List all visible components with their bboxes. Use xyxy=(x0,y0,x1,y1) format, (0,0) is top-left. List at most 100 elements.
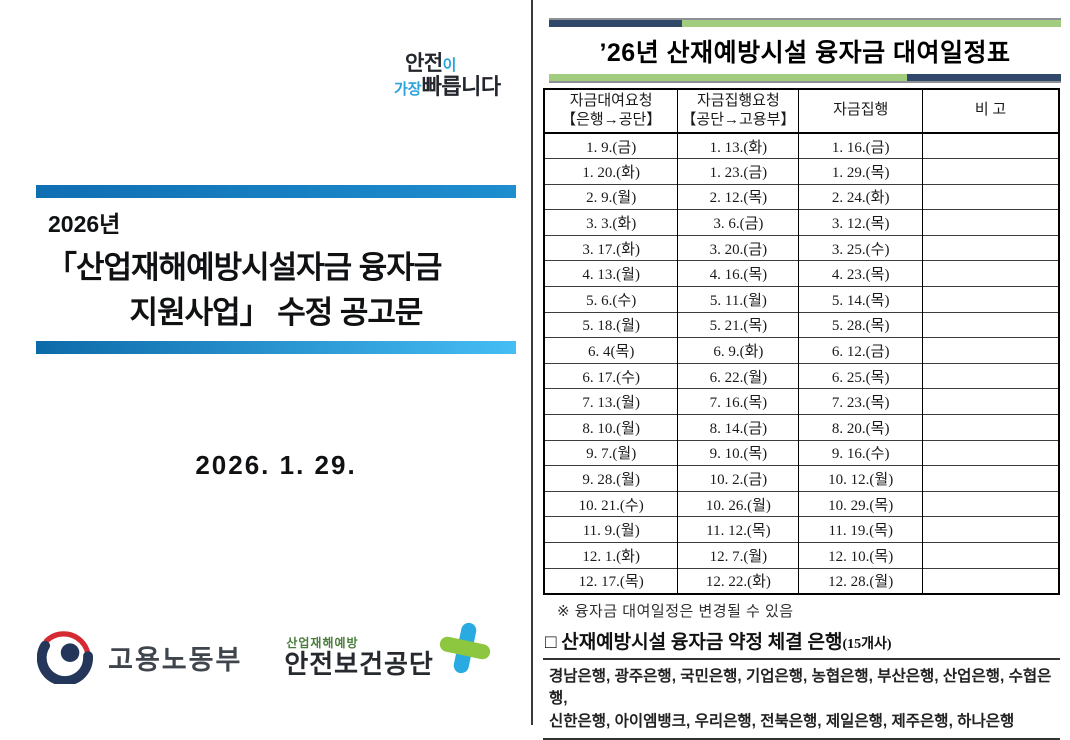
slogan-line-1: 안전이 xyxy=(394,52,501,75)
table-cell xyxy=(922,388,1059,415)
table-cell: 8. 20.(목) xyxy=(798,414,923,441)
table-cell xyxy=(922,542,1059,569)
table-cell: 9. 28.(월) xyxy=(544,465,678,492)
slogan-particle: 이 xyxy=(442,57,457,74)
table-row: 10. 21.(수) 10. 26.(월) 10. 29.(목) xyxy=(544,490,1059,517)
table-cell xyxy=(922,260,1059,287)
slogan-word-most: 가장 xyxy=(394,81,422,99)
table-cell: 10. 2.(금) xyxy=(677,465,799,492)
slogan-word-safety: 안전 xyxy=(405,52,443,75)
table-cell: 5. 11.(월) xyxy=(677,286,799,313)
slogan-word-fastest: 빠릅니다 xyxy=(421,74,501,100)
header-text: 자금집행 xyxy=(833,102,889,119)
notice-title-block: 2026년 「산업재해예방시설자금 융자금 지원사업」 수정 공고문 xyxy=(36,185,516,354)
table-cell xyxy=(922,311,1059,338)
header-row: 자금대여요청 【은행→공단】 자금집행요청 【공단→고용부】 자금집행 비 고 xyxy=(544,89,1059,134)
table-cell: 6. 12.(금) xyxy=(798,337,923,364)
header-text: 【공단→고용부】 xyxy=(681,112,796,128)
loan-schedule-table-wrap: 자금대여요청 【은행→공단】 자금집행요청 【공단→고용부】 자금집행 비 고 … xyxy=(543,88,1060,595)
title-bottom-colorbar xyxy=(549,74,1061,81)
table-cell: 10. 29.(목) xyxy=(798,490,923,517)
table-row: 6. 4(목) 6. 9.(화) 6. 12.(금) xyxy=(544,337,1059,364)
header-execution-request: 자금집행요청 【공단→고용부】 xyxy=(677,89,799,134)
table-row: 1. 9.(금) 1. 13.(화) 1. 16.(금) xyxy=(544,132,1059,159)
table-cell: 5. 21.(목) xyxy=(677,311,799,338)
table-cell xyxy=(922,516,1059,543)
table-cell: 12. 10.(목) xyxy=(798,542,923,569)
loan-schedule-page: ’26년 산재예방시설 융자금 대여일정표 자금대여요청 【은행→공단】 자금집… xyxy=(533,0,1070,740)
table-row: 6. 17.(수) 6. 22.(월) 6. 25.(목) xyxy=(544,362,1059,389)
table-cell: 8. 10.(월) xyxy=(544,414,678,441)
table-cell: 5. 6.(수) xyxy=(544,286,678,313)
table-cell xyxy=(922,286,1059,313)
moel-label: 고용노동부 xyxy=(108,645,243,675)
colorbar-green-segment xyxy=(682,20,1061,27)
table-row: 12. 17.(목) 12. 22.(화) 12. 28.(월) xyxy=(544,567,1059,594)
schedule-footnote: ※ 융자금 대여일정은 변경될 수 있음 xyxy=(557,603,794,620)
table-cell: 9. 16.(수) xyxy=(798,439,923,466)
table-cell: 10. 12.(월) xyxy=(798,465,923,492)
banks-heading-text: □ 산재예방시설 융자금 약정 체결 은행 xyxy=(545,632,843,653)
table-cell: 12. 17.(목) xyxy=(544,567,678,594)
table-cell: 4. 13.(월) xyxy=(544,260,678,287)
colorbar-navy-segment xyxy=(907,74,1061,81)
table-cell: 2. 12.(목) xyxy=(677,183,799,210)
table-cell: 7. 13.(월) xyxy=(544,388,678,415)
banks-list-line2: 신한은행, 아이엠뱅크, 우리은행, 전북은행, 제일은행, 제주은행, 하나은… xyxy=(549,712,1015,730)
header-loan-request: 자금대여요청 【은행→공단】 xyxy=(544,89,678,134)
table-row: 9. 7.(월) 9. 10.(목) 9. 16.(수) xyxy=(544,439,1059,466)
table-cell xyxy=(922,465,1059,492)
colorbar-navy-segment xyxy=(549,20,683,27)
moel-logo: 고용노동부 xyxy=(36,626,243,689)
table-cell: 11. 9.(월) xyxy=(544,516,678,543)
colorbar-green-segment xyxy=(549,74,908,81)
notice-year: 2026년 xyxy=(48,211,121,237)
table-cell xyxy=(922,362,1059,389)
table-cell: 5. 14.(목) xyxy=(798,286,923,313)
table-cell: 12. 28.(월) xyxy=(798,567,923,594)
table-cell: 2. 9.(월) xyxy=(544,183,678,210)
header-text: 비 고 xyxy=(974,102,1007,119)
table-cell: 10. 26.(월) xyxy=(677,490,799,517)
page-divider-line xyxy=(531,0,533,725)
header-text: 자금대여요청 xyxy=(569,92,653,109)
banks-heading: □ 산재예방시설 융자금 약정 체결 은행(15개사) xyxy=(545,627,892,654)
table-cell xyxy=(922,337,1059,364)
footer-logo-row: 고용노동부 산업재해예방 안전보건공단 xyxy=(0,622,531,689)
table-cell: 6. 9.(화) xyxy=(677,337,799,364)
notice-title-line1: 「산업재해예방시설자금 융자금 xyxy=(46,250,442,285)
table-cell: 3. 17.(화) xyxy=(544,234,678,261)
schedule-title-block: ’26년 산재예방시설 융자금 대여일정표 xyxy=(549,18,1061,83)
table-cell: 1. 20.(화) xyxy=(544,158,678,185)
table-cell: 1. 9.(금) xyxy=(544,132,678,159)
table-row: 5. 6.(수) 5. 11.(월) 5. 14.(목) xyxy=(544,286,1059,313)
table-cell xyxy=(922,132,1059,159)
title-bottom-blue-bar xyxy=(36,341,516,354)
table-row: 9. 28.(월) 10. 2.(금) 10. 12.(월) xyxy=(544,465,1059,492)
moel-emblem-icon xyxy=(36,626,95,689)
table-cell: 7. 16.(목) xyxy=(677,388,799,415)
table-row: 3. 17.(화) 3. 20.(금) 3. 25.(수) xyxy=(544,234,1059,261)
title-top-rule xyxy=(549,18,1061,20)
table-cell: 5. 18.(월) xyxy=(544,311,678,338)
table-cell: 1. 29.(목) xyxy=(798,158,923,185)
kosha-label: 안전보건공단 xyxy=(284,648,434,679)
table-cell xyxy=(922,414,1059,441)
schedule-table-head: 자금대여요청 【은행→공단】 자금집행요청 【공단→고용부】 자금집행 비 고 xyxy=(544,89,1059,134)
table-cell: 4. 23.(목) xyxy=(798,260,923,287)
table-cell: 7. 23.(목) xyxy=(798,388,923,415)
schedule-page-title: ’26년 산재예방시설 융자금 대여일정표 xyxy=(599,39,1011,67)
kosha-logo: 산업재해예방 안전보건공단 xyxy=(284,622,494,682)
table-cell xyxy=(922,158,1059,185)
table-cell xyxy=(922,567,1059,594)
banks-list-line1: 경남은행, 광주은행, 국민은행, 기업은행, 농협은행, 부산은행, 산업은행… xyxy=(549,668,1052,708)
table-cell: 3. 6.(금) xyxy=(677,209,799,236)
table-row: 12. 1.(화) 12. 7.(월) 12. 10.(목) xyxy=(544,542,1059,569)
table-cell: 1. 16.(금) xyxy=(798,132,923,159)
notice-title-line2: 지원사업」 수정 공고문 xyxy=(129,295,424,330)
table-row: 4. 13.(월) 4. 16.(목) 4. 23.(목) xyxy=(544,260,1059,287)
banks-list-box: 경남은행, 광주은행, 국민은행, 기업은행, 농협은행, 부산은행, 산업은행… xyxy=(543,658,1060,740)
table-cell: 6. 4(목) xyxy=(544,337,678,364)
table-row: 1. 20.(화) 1. 23.(금) 1. 29.(목) xyxy=(544,158,1059,185)
table-cell: 9. 7.(월) xyxy=(544,439,678,466)
